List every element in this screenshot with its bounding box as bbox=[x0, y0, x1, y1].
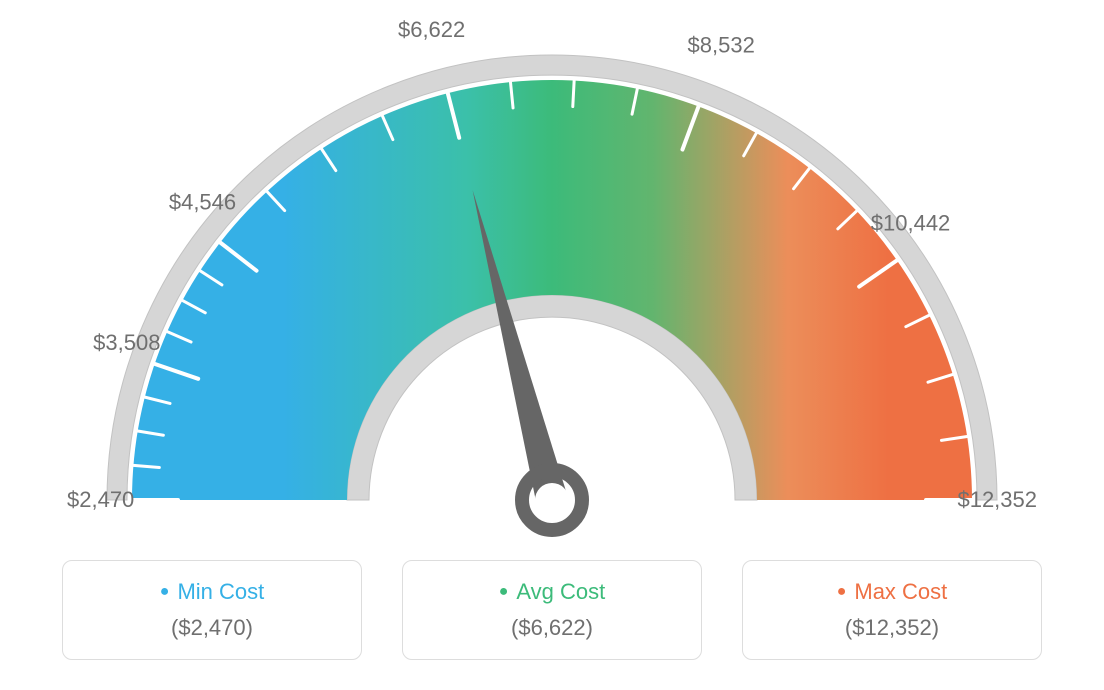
legend-value-min: ($2,470) bbox=[87, 615, 337, 641]
legend-card-avg: ● Avg Cost ($6,622) bbox=[402, 560, 702, 660]
svg-text:$8,532: $8,532 bbox=[688, 32, 755, 57]
svg-text:$6,622: $6,622 bbox=[398, 17, 465, 42]
svg-text:$12,352: $12,352 bbox=[957, 487, 1037, 512]
svg-text:$3,508: $3,508 bbox=[93, 330, 160, 355]
bullet-icon: ● bbox=[499, 583, 509, 601]
bullet-icon: ● bbox=[837, 583, 847, 601]
legend-title-avg: ● Avg Cost bbox=[499, 579, 606, 605]
legend-title-max: ● Max Cost bbox=[837, 579, 948, 605]
legend-card-max: ● Max Cost ($12,352) bbox=[742, 560, 1042, 660]
legend-title-text: Avg Cost bbox=[516, 579, 605, 605]
svg-text:$10,442: $10,442 bbox=[871, 210, 951, 235]
cost-gauge: $2,470 $3,508 $4,546 $6,622 $8,532 $10,442 $12… bbox=[0, 0, 1104, 540]
gauge-svg: $2,470 $3,508 $4,546 $6,622 $8,532 $10,442 $12… bbox=[0, 0, 1104, 540]
legend-row: ● Min Cost ($2,470) ● Avg Cost ($6,622) … bbox=[0, 560, 1104, 660]
legend-title-text: Max Cost bbox=[854, 579, 947, 605]
legend-card-min: ● Min Cost ($2,470) bbox=[62, 560, 362, 660]
legend-value-avg: ($6,622) bbox=[427, 615, 677, 641]
legend-value-max: ($12,352) bbox=[767, 615, 1017, 641]
svg-text:$2,470: $2,470 bbox=[67, 487, 134, 512]
legend-title-text: Min Cost bbox=[177, 579, 264, 605]
bullet-icon: ● bbox=[160, 583, 170, 601]
svg-text:$4,546: $4,546 bbox=[169, 190, 236, 215]
legend-title-min: ● Min Cost bbox=[160, 579, 264, 605]
